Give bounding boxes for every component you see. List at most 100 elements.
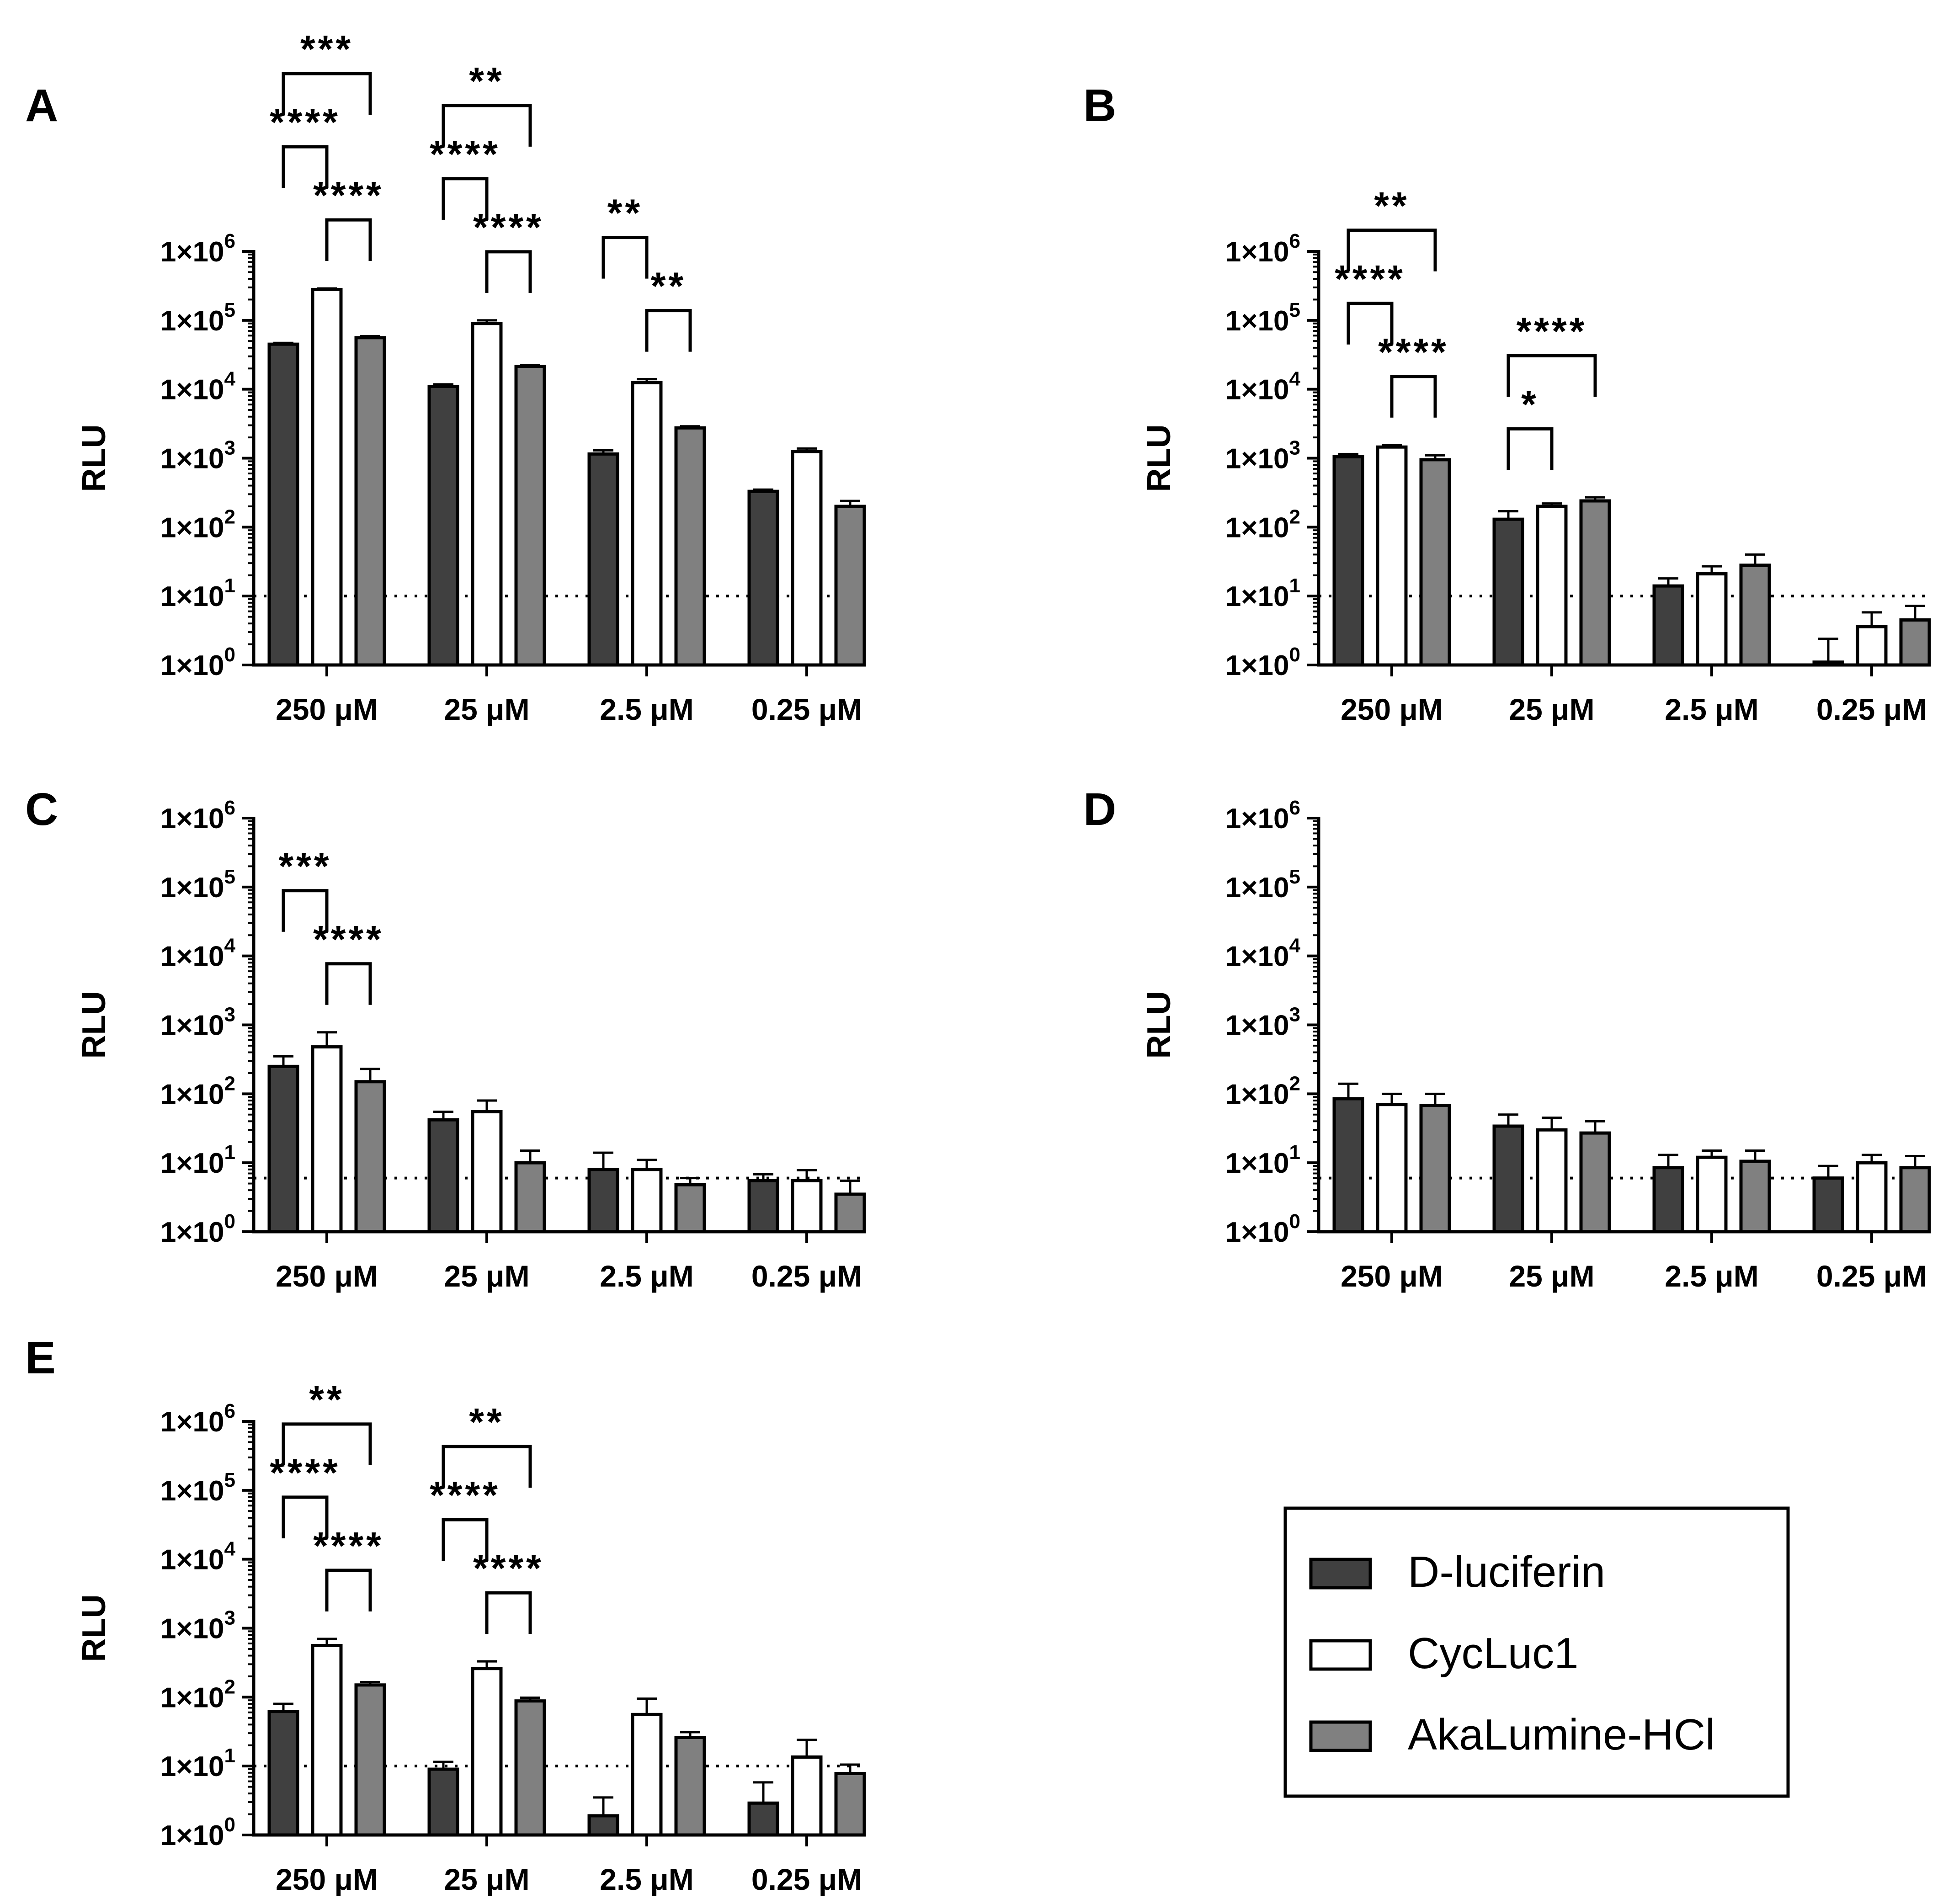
x-tick-label: 250 μM (276, 692, 378, 726)
y-tick-label: 1×101 (160, 1744, 235, 1782)
significance-label: ** (651, 265, 686, 308)
y-tick-label: 1×102 (160, 505, 235, 543)
x-tick-label: 25 μM (444, 1862, 529, 1896)
significance-bracket (325, 1569, 372, 1611)
bar-akalumine-hcl-250-m (1419, 1104, 1451, 1234)
significance-bracket (602, 236, 649, 279)
bar-akalumine-hcl-0-25-m (834, 1192, 866, 1234)
significance-bracket (485, 250, 532, 293)
x-tick-label: 250 μM (1341, 1259, 1443, 1293)
bar-akalumine-hcl-250-m (354, 1683, 386, 1837)
bar-d-luciferin-25-m (1492, 517, 1524, 667)
bar-akalumine-hcl-25-m (514, 365, 546, 667)
bar-akalumine-hcl-2-5-m (1739, 1159, 1771, 1234)
bar-d-luciferin-0-25-m (1812, 1176, 1844, 1234)
significance-label: **** (270, 1451, 341, 1494)
x-tick-label: 250 μM (276, 1862, 378, 1896)
bar-cycluc1-2-5-m (1696, 572, 1728, 667)
bar-cycluc1-2-5-m (631, 1713, 663, 1837)
x-tick-label: 0.25 μM (751, 1259, 862, 1293)
y-tick-label: 1×104 (1225, 368, 1301, 406)
y-tick-label: 1×106 (160, 1400, 235, 1438)
y-tick-label: 1×100 (160, 1210, 235, 1248)
significance-bracket (1506, 354, 1597, 397)
y-tick-label: 1×100 (160, 1814, 235, 1851)
legend-swatch-d-luciferin (1309, 1558, 1372, 1590)
bar-cycluc1-2-5-m (631, 381, 663, 667)
bar-akalumine-hcl-2-5-m (1739, 564, 1771, 667)
bar-cycluc1-25-m (471, 1110, 503, 1234)
y-tick-label: 1×105 (1225, 866, 1300, 904)
legend-label-d-luciferin: D-luciferin (1408, 1548, 1605, 1596)
bar-d-luciferin-25-m (427, 1118, 459, 1234)
y-tick-label: 1×101 (1225, 574, 1300, 612)
bar-d-luciferin-250-m (267, 342, 299, 667)
significance-label: **** (313, 1524, 384, 1567)
bar-cycluc1-25-m (1536, 505, 1568, 667)
x-tick-label: 25 μM (1509, 1259, 1594, 1293)
significance-bracket (282, 1495, 329, 1538)
y-axis-title: RLU (1141, 991, 1177, 1059)
significance-label: ** (469, 59, 504, 102)
x-tick-label: 0.25 μM (1816, 692, 1927, 726)
significance-label: **** (430, 1473, 500, 1516)
panel-a: A 1×100 1×101 1×102 1×103 1×104 1×105 1×106 RLU 2… (25, 27, 866, 726)
bar-d-luciferin-2-5-m (1652, 584, 1684, 667)
bar-d-luciferin-25-m (1492, 1124, 1524, 1234)
bar-akalumine-hcl-250-m (354, 1080, 386, 1234)
y-tick-label: 1×102 (1225, 1072, 1300, 1110)
x-tick-label: 2.5 μM (600, 1862, 693, 1896)
panel-letter: B (1083, 80, 1116, 131)
bar-d-luciferin-0-25-m (747, 489, 779, 667)
significance-label: **** (1517, 309, 1587, 352)
significance-bracket (485, 1591, 532, 1634)
significance-bracket (645, 309, 692, 352)
y-tick-label: 1×102 (1225, 505, 1300, 543)
y-tick-label: 1×104 (160, 935, 236, 973)
significance-bracket (442, 1518, 489, 1561)
y-tick-label: 1×100 (1225, 1210, 1300, 1248)
y-tick-label: 1×104 (160, 368, 236, 406)
panel-letter: D (1083, 784, 1116, 835)
y-tick-label: 1×101 (160, 574, 235, 612)
significance-bracket (282, 145, 329, 188)
bar-akalumine-hcl-250-m (354, 336, 386, 667)
legend-label-akalumine-hcl: AkaLumine-HCl (1408, 1710, 1715, 1759)
significance-bracket (442, 177, 489, 220)
bar-akalumine-hcl-2-5-m (674, 426, 706, 667)
bar-d-luciferin-250-m (267, 1064, 299, 1234)
bar-cycluc1-0-25-m (791, 1755, 823, 1837)
panel-e: E 1×100 1×101 1×102 1×103 1×104 1×105 1×106 RLU 2… (25, 1332, 866, 1896)
x-tick-label: 25 μM (1509, 692, 1594, 726)
panel-b: B 1×100 1×101 1×102 1×103 1×104 1×105 1×106 RLU 2… (1083, 80, 1931, 726)
bar-d-luciferin-250-m (267, 1710, 299, 1837)
significance-bracket (442, 104, 532, 147)
y-axis-title: RLU (76, 425, 112, 492)
legend-swatch-akalumine-hcl (1309, 1720, 1372, 1752)
bar-d-luciferin-25-m (427, 1767, 459, 1837)
panels-layer: A 1×100 1×101 1×102 1×103 1×104 1×105 1×106 RLU 2… (25, 27, 1931, 1896)
y-axis-title: RLU (76, 1595, 112, 1662)
x-tick-label: 2.5 μM (600, 692, 693, 726)
bar-cycluc1-0-25-m (791, 1179, 823, 1234)
panel-letter: A (25, 80, 58, 131)
bar-d-luciferin-25-m (427, 384, 459, 667)
bar-cycluc1-250-m (311, 287, 343, 667)
x-tick-label: 0.25 μM (751, 1862, 862, 1896)
x-tick-label: 0.25 μM (1816, 1259, 1927, 1293)
y-tick-label: 1×101 (1225, 1141, 1300, 1179)
x-tick-label: 25 μM (444, 1259, 529, 1293)
y-tick-label: 1×104 (1225, 935, 1301, 973)
bar-d-luciferin-0-25-m (747, 1179, 779, 1234)
significance-bracket (282, 1422, 372, 1465)
bar-akalumine-hcl-25-m (514, 1161, 546, 1234)
significance-bracket (1347, 302, 1394, 345)
bar-cycluc1-0-25-m (1856, 625, 1888, 667)
y-tick-label: 1×106 (1225, 230, 1300, 268)
significance-bracket (1506, 427, 1554, 470)
significance-bracket (442, 1445, 532, 1488)
bar-akalumine-hcl-25-m (1579, 1131, 1611, 1234)
bar-d-luciferin-0-25-m (1812, 660, 1844, 667)
significance-label: **** (430, 133, 500, 176)
